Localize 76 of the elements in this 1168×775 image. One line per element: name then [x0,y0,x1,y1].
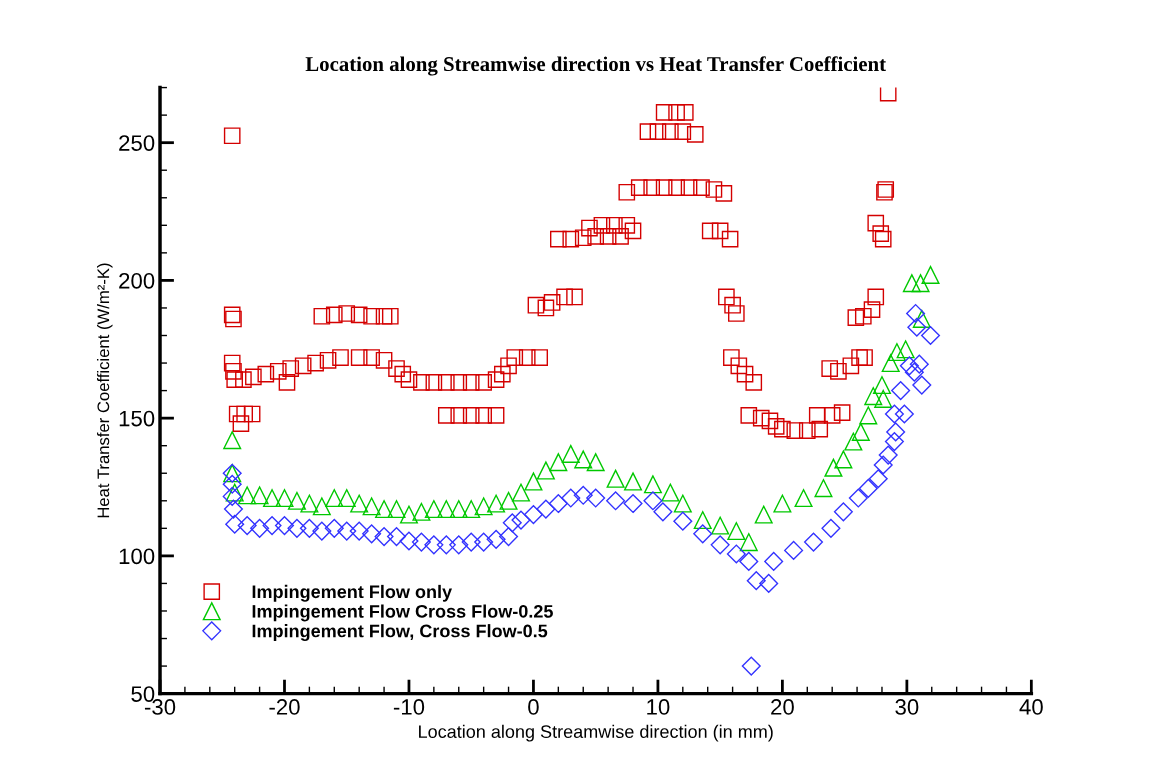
point [887,343,906,362]
point [606,469,625,488]
point [773,494,792,513]
x-tick-label: 0 [528,699,539,715]
y-tick-label: 250 [119,135,155,151]
point [864,387,883,406]
point [561,444,580,463]
point [824,458,843,477]
y-tick-label: 200 [119,272,155,289]
point [275,489,294,508]
point [223,431,242,450]
legend-label: Impingement Flow only [252,584,452,602]
point [375,500,394,519]
point [449,500,468,519]
point [225,483,244,502]
x-tick-label: 30 [895,699,919,715]
y-tick-label: 150 [119,410,155,427]
point [911,274,930,293]
point [851,422,870,441]
point [250,486,269,505]
point [623,472,643,491]
point [536,461,555,480]
point [511,483,531,502]
point [754,505,773,524]
point [872,376,892,395]
x-tick-label: 10 [647,699,670,715]
point [711,516,730,535]
point [437,500,456,519]
point [462,500,481,519]
x-axis-title: Location along Streamwise direction (in mm) [419,724,773,742]
point [859,406,878,425]
point [834,450,853,469]
point [661,483,680,502]
point [643,475,662,494]
point [399,505,418,524]
point [874,389,893,408]
point [844,432,863,451]
point [350,494,369,513]
point [912,309,931,329]
point [487,494,506,513]
x-tick-label: -20 [269,699,300,715]
point [499,491,518,510]
point [238,486,257,505]
point [902,274,921,293]
legend-label: Impingement Flow Cross Flow-0.25 [252,604,553,622]
point [312,497,331,516]
chart-title: Location along Streamwise direction vs Heat Transfer Coefficient [305,56,886,76]
point [814,479,833,498]
point [794,489,813,508]
point [412,502,431,521]
legend-label: Impingement Flow, Cross Flow-0.5 [252,624,548,642]
point [921,265,940,284]
point [727,522,746,541]
point [263,489,282,508]
point [337,489,356,508]
point [739,533,758,552]
point [387,500,406,519]
point [300,494,319,513]
x-tick-label: -10 [393,699,425,715]
point [424,500,443,519]
point [474,497,493,516]
point [896,340,915,359]
x-tick-label: 20 [771,699,794,715]
point [325,489,344,508]
point [287,491,306,510]
point [524,472,543,491]
point [881,354,900,373]
point [673,494,692,513]
point [693,511,712,530]
point [549,453,568,472]
point [574,450,593,469]
x-tick-label: 40 [1019,699,1043,715]
point [362,497,381,516]
point [586,453,605,472]
y-tick-label: 100 [119,548,155,565]
y-axis-title: Heat Transfer Coefficient (W/m²-K) [96,263,113,518]
